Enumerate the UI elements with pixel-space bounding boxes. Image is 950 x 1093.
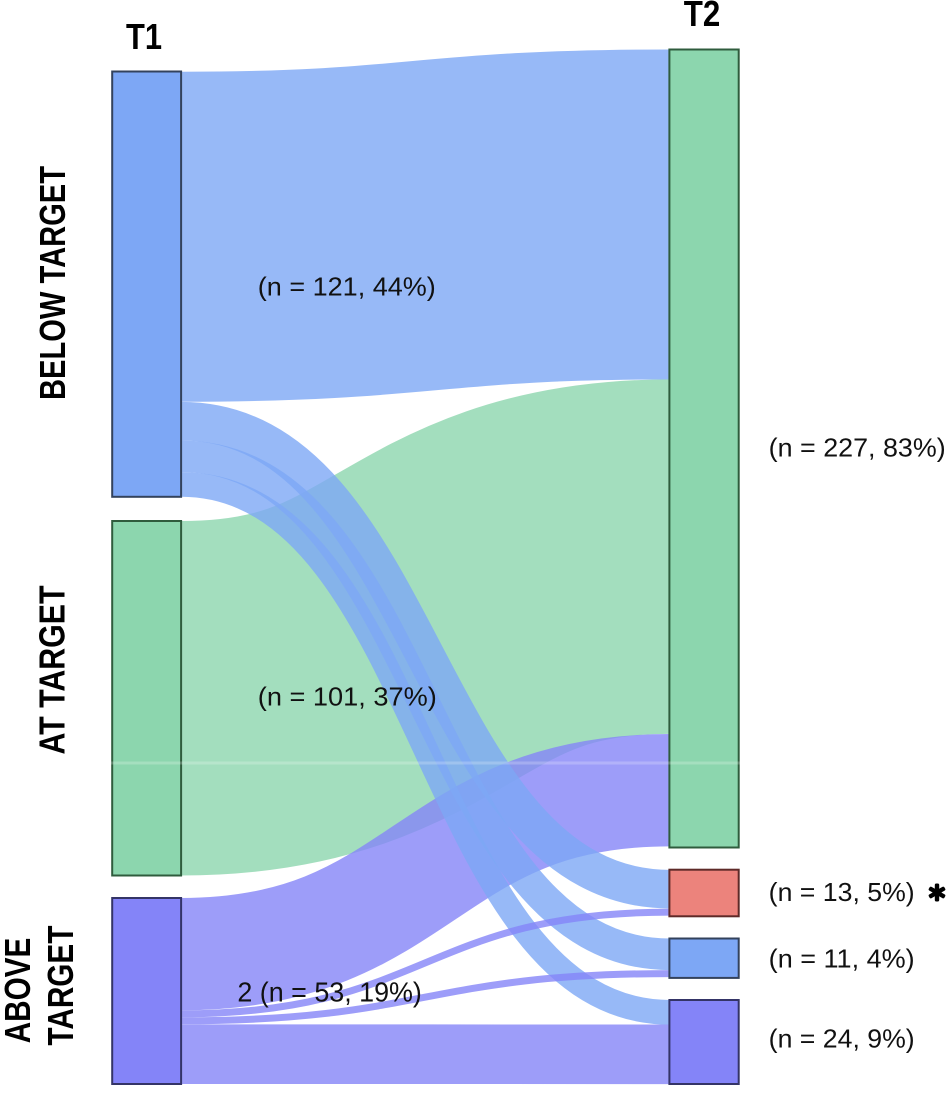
svg-text:(n = 227, 83%): (n = 227, 83%) bbox=[769, 433, 946, 463]
svg-text:TARGET: TARGET bbox=[40, 926, 81, 1046]
svg-text:T1: T1 bbox=[126, 16, 162, 57]
svg-text:(n = 101, 37%): (n = 101, 37%) bbox=[258, 681, 437, 711]
svg-text:AT TARGET: AT TARGET bbox=[32, 585, 73, 754]
svg-text:2 (n = 53, 19%): 2 (n = 53, 19%) bbox=[237, 977, 422, 1008]
svg-text:(n = 13, 5%): (n = 13, 5%) bbox=[769, 877, 915, 907]
svg-text:(n = 24, 9%): (n = 24, 9%) bbox=[769, 1024, 915, 1054]
svg-text:ABOVE: ABOVE bbox=[0, 938, 38, 1044]
svg-text:BELOW TARGET: BELOW TARGET bbox=[32, 166, 73, 400]
svg-text:(n = 121, 44%): (n = 121, 44%) bbox=[258, 272, 436, 302]
svg-text:(n = 11, 4%): (n = 11, 4%) bbox=[769, 943, 915, 973]
svg-text:T2: T2 bbox=[684, 0, 721, 34]
